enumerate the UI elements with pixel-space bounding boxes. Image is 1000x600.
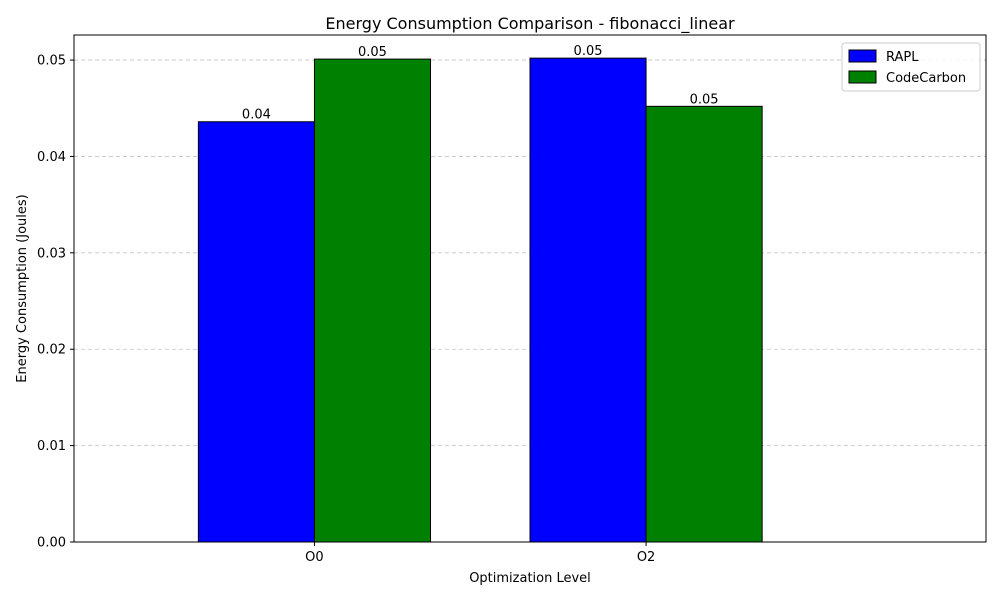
y-tick-label: 0.05 [37,54,66,69]
x-axis-ticks: O0 O2 [305,542,655,565]
y-axis-label: Energy Consumption (Joules) [15,194,30,382]
y-tick-label: 0.02 [37,343,66,358]
bar-rapl-o2 [529,57,647,543]
bar-label-codecarbon-o2: 0.05 [690,92,719,107]
x-axis-label: Optimization Level [469,571,591,586]
chart-title: Energy Consumption Comparison - fibonacc… [325,14,735,34]
legend-label-rapl: RAPL [886,50,919,65]
bar-codecarbon-o0 [313,58,432,543]
bar-codecarbon-o2 [645,105,763,543]
y-axis-ticks: 0.00 0.01 0.02 0.03 0.04 0.05 [37,54,74,551]
legend: RAPL CodeCarbon [841,42,981,92]
bars [197,57,763,543]
plot-frame [73,34,987,543]
y-tick-label: 0.04 [37,150,66,165]
legend-swatch-rapl [848,49,877,63]
y-tick-label: 0.01 [37,439,66,454]
bar-label-codecarbon-o0: 0.05 [358,45,387,60]
y-tick-label: 0.00 [37,536,66,551]
bar-value-labels: 0.04 0.05 0.05 0.05 [242,44,719,123]
bar-label-rapl-o2: 0.05 [574,44,603,59]
legend-swatch-codecarbon [848,70,877,84]
legend-label-codecarbon: CodeCarbon [886,71,966,86]
bar-rapl-o0 [197,121,315,543]
x-tick-label: O2 [637,550,656,565]
x-tick-label: O0 [305,550,324,565]
bar-label-rapl-o0: 0.04 [242,108,271,123]
y-tick-label: 0.03 [37,246,66,261]
